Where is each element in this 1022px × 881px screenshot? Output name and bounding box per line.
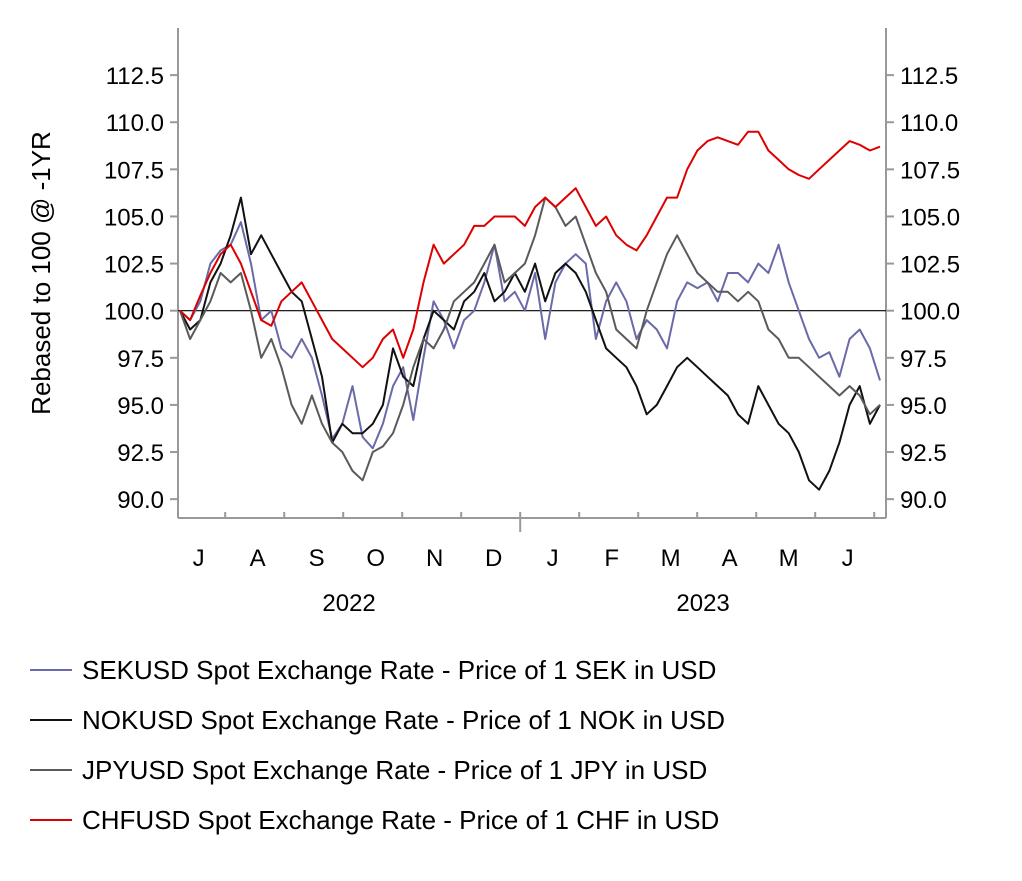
y-tick-label-left: 105.0 (104, 204, 164, 231)
x-month-label: A (250, 545, 266, 572)
y-tick-label-left: 97.5 (117, 346, 164, 373)
legend-label-1: SEKUSD Spot Exchange Rate - Price of 1 S… (82, 655, 716, 685)
y-tick-label-right: 97.5 (900, 346, 947, 373)
y-tick-label-right: 95.0 (900, 393, 947, 420)
x-month-label: J (547, 545, 559, 572)
legend-label-4: CHFUSD Spot Exchange Rate - Price of 1 C… (82, 805, 719, 835)
y-tick-label-left: 90.0 (117, 487, 164, 514)
x-month-label: N (426, 545, 443, 572)
y-tick-label-left: 107.5 (104, 157, 164, 184)
x-month-label: M (779, 545, 799, 572)
y-tick-label-left: 100.0 (104, 299, 164, 326)
y-tick-label-left: 112.5 (106, 63, 164, 90)
series-line-3 (179, 196, 881, 482)
y-tick-label-right: 110.0 (900, 110, 958, 137)
legend-label-2: NOKUSD Spot Exchange Rate - Price of 1 N… (82, 705, 725, 735)
y-tick-label-right: 102.5 (900, 252, 960, 279)
y-tick-label-right: 100.0 (900, 299, 960, 326)
x-month-label: O (366, 545, 385, 572)
y-tick-label-right: 105.0 (900, 204, 960, 231)
x-month-label: D (485, 545, 502, 572)
legend-label-3: JPYUSD Spot Exchange Rate - Price of 1 J… (82, 755, 707, 785)
x-month-label: F (604, 545, 619, 572)
y-tick-label-left: 102.5 (104, 252, 164, 279)
x-month-label: J (193, 545, 205, 572)
y-axis-title: Rebased to 100 @ -1YR (26, 131, 56, 415)
y-tick-label-left: 92.5 (117, 440, 164, 467)
x-month-label: S (309, 545, 325, 572)
y-tick-label-left: 95.0 (117, 393, 164, 420)
x-month-label: J (842, 545, 854, 572)
x-year-label: 2022 (322, 590, 375, 617)
y-tick-label-right: 92.5 (900, 440, 947, 467)
y-tick-label-left: 110.0 (106, 110, 164, 137)
series-line-4 (179, 130, 881, 369)
y-tick-label-right: 107.5 (900, 157, 960, 184)
x-year-label: 2023 (676, 590, 729, 617)
x-month-label: A (722, 545, 738, 572)
series-line-1 (179, 221, 881, 450)
series-line-2 (179, 196, 881, 491)
y-tick-label-right: 112.5 (900, 63, 958, 90)
y-tick-label-right: 90.0 (900, 487, 947, 514)
x-month-label: M (661, 545, 681, 572)
